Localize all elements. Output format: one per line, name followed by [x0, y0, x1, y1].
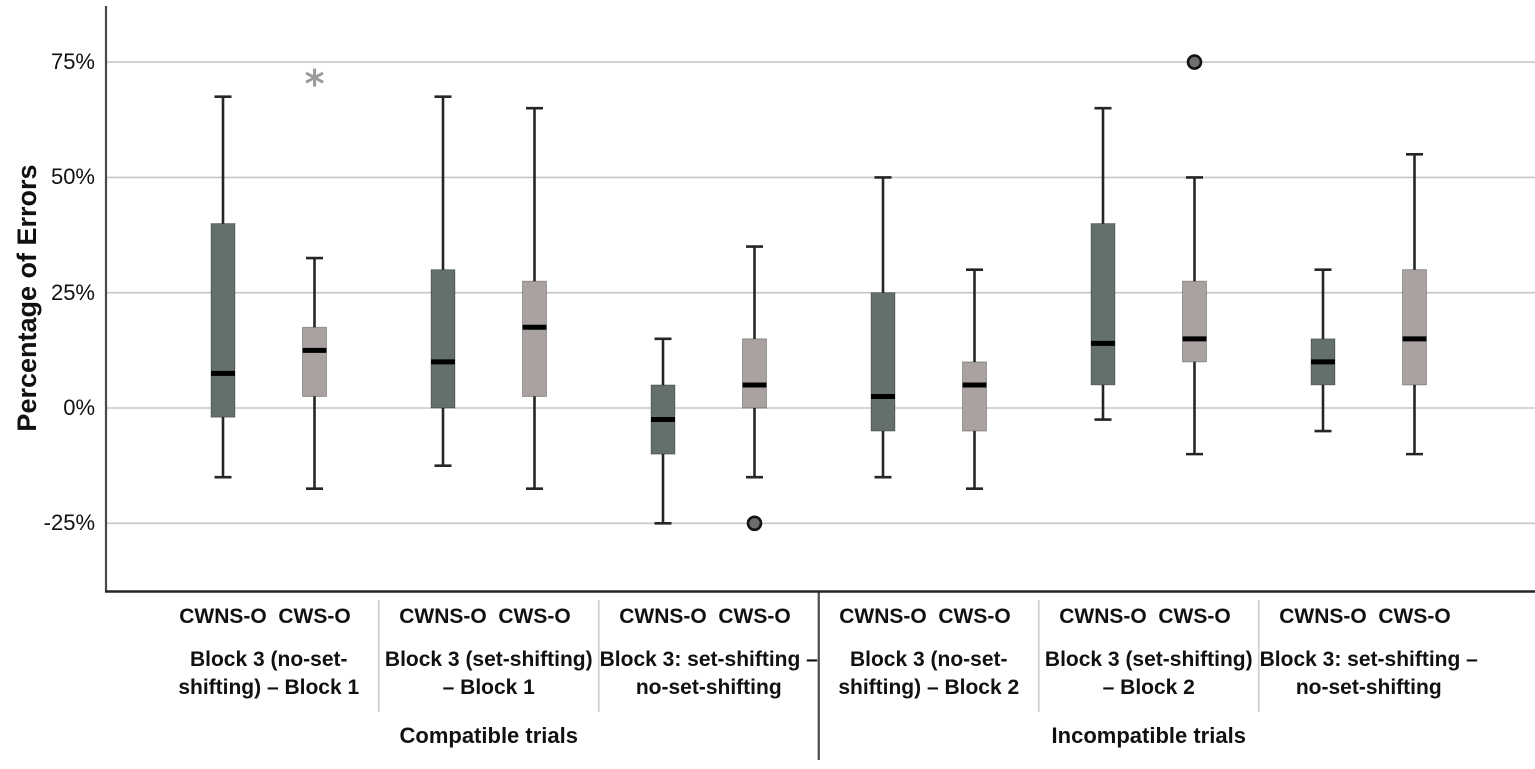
section-label: Incompatible trials [1051, 723, 1246, 748]
series-label-cws-o: CWS-O [1378, 605, 1451, 628]
outlier-circle [746, 515, 763, 532]
group-label-line: Block 3 (set-shifting) [1044, 648, 1253, 671]
group-label-line: – Block 2 [1102, 676, 1195, 699]
series-label-cws-o: CWS-O [498, 605, 571, 628]
series-label-cwns-o: CWNS-O [399, 605, 487, 628]
group-label-line: Block 3: set-shifting – [599, 648, 818, 671]
y-tick-label: 50% [50, 164, 95, 190]
group-label: Block 3: set-shifting – no-set-shifting [1229, 646, 1509, 702]
outlier-circle [1186, 54, 1203, 70]
box-cws [1402, 269, 1427, 386]
section-label: Compatible trials [399, 723, 578, 748]
series-label-cws-o: CWS-O [938, 605, 1011, 628]
group-label-line: Block 3 (no-set- [189, 648, 348, 671]
group-label-line: Block 3 (set-shifting) [384, 648, 593, 671]
group-label-line: – Block 1 [442, 676, 535, 699]
y-tick-label: 0% [63, 395, 95, 420]
series-label-cwns-o: CWNS-O [1059, 605, 1147, 628]
box-cws [962, 361, 987, 432]
group-label-line: Block 3 (no-set- [849, 648, 1008, 671]
series-label-cwns-o: CWNS-O [619, 605, 707, 628]
extreme-asterisk: * [305, 62, 325, 106]
series-label-cws-o: CWS-O [718, 605, 791, 628]
group-label: Block 3: set-shifting – no-set-shifting [569, 646, 849, 702]
series-label-cws-o: CWS-O [1158, 605, 1231, 628]
group-label: Block 3 (set-shifting) – Block 1 [349, 646, 629, 702]
y-tick-label: 75% [50, 49, 95, 75]
box-cwns [210, 223, 236, 418]
box-cws [742, 338, 767, 409]
group-label: Block 3 (set-shifting) – Block 2 [1009, 646, 1289, 702]
group-label: Block 3 (no-set-shifting) – Block 1 [129, 646, 409, 702]
box-cwns [430, 269, 456, 409]
group-label-line: Block 3: set-shifting – [1259, 648, 1478, 671]
box-cwns [870, 292, 896, 432]
series-label-cwns-o: CWNS-O [179, 605, 267, 628]
group-label-line: shifting) – Block 1 [178, 676, 360, 699]
group-label-line: shifting) – Block 2 [838, 676, 1020, 699]
series-label-cwns-o: CWNS-O [839, 605, 927, 628]
box-cws [522, 280, 547, 397]
group-label-line: no-set-shifting [1295, 676, 1442, 699]
y-tick-label: -25% [43, 510, 95, 536]
box-cwns [1090, 223, 1116, 386]
y-tick-label: 25% [50, 279, 95, 305]
box-cws [302, 326, 327, 397]
series-label-cws-o: CWS-O [278, 605, 351, 628]
group-label: Block 3 (no-set-shifting) – Block 2 [789, 646, 1069, 702]
series-label-cwns-o: CWNS-O [1279, 605, 1367, 628]
box-cws [1182, 280, 1207, 363]
group-label-line: no-set-shifting [635, 676, 782, 699]
